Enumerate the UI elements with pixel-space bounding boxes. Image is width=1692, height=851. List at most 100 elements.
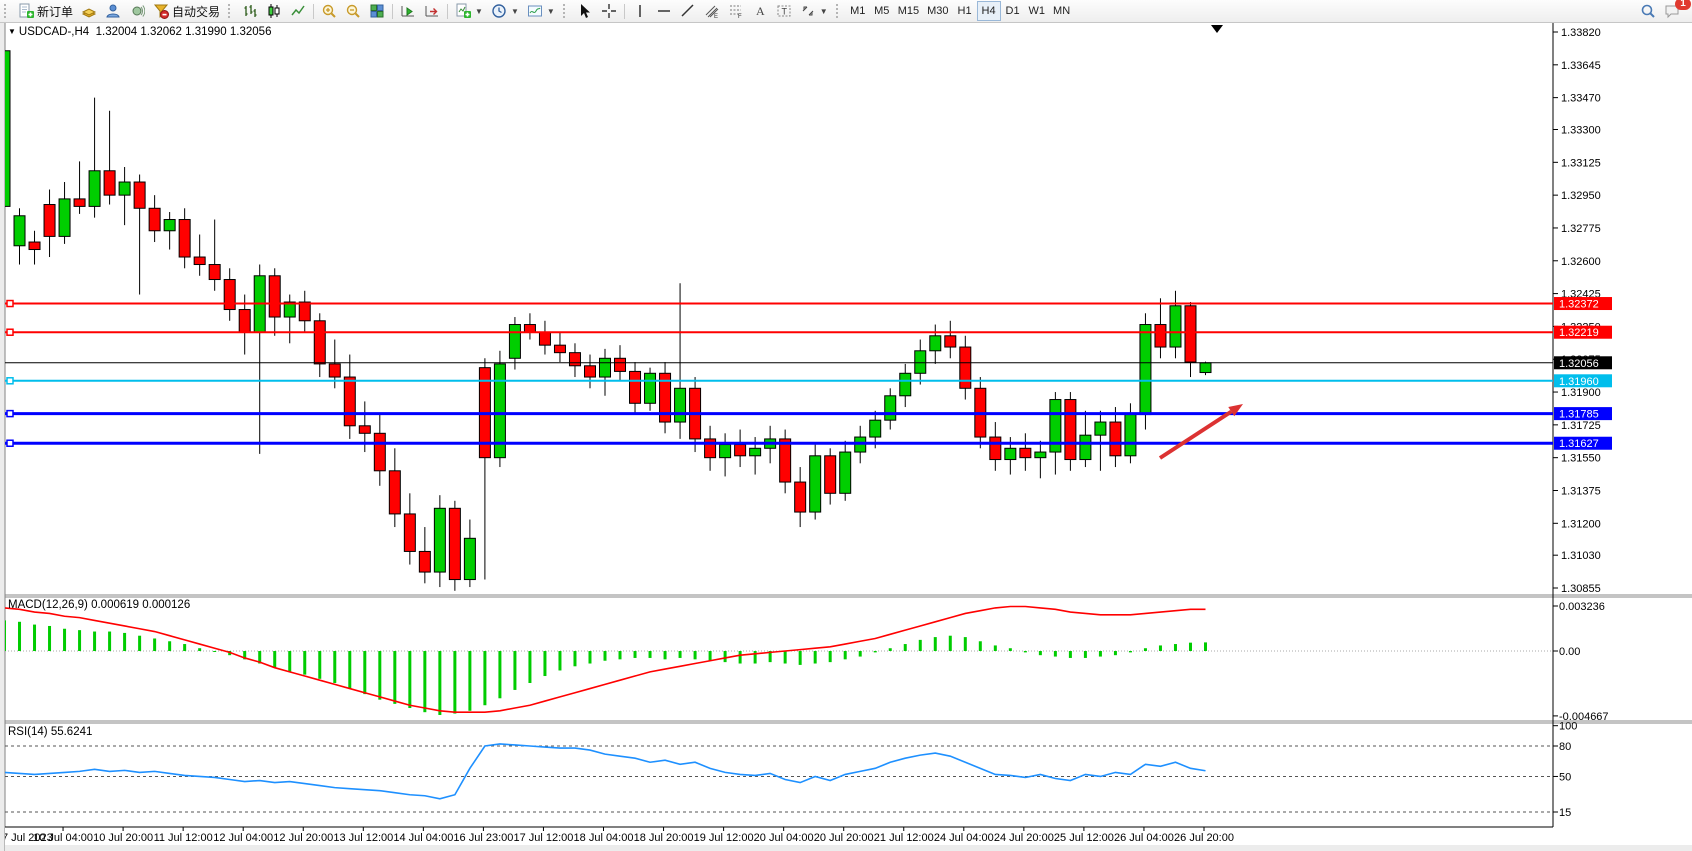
price-tick-label: 1.32600 (1561, 256, 1601, 268)
vertical-line-tool-button[interactable] (628, 1, 652, 21)
timeframe-d1-button[interactable]: D1 (1001, 1, 1025, 21)
cursor-icon (577, 3, 593, 19)
macd-histogram-bar (873, 651, 877, 653)
time-label: 11 Jul 12:00 (154, 832, 213, 844)
indicators-button[interactable]: ▼ (451, 1, 487, 21)
macd-histogram-bar (558, 651, 562, 671)
quotes-button[interactable] (77, 1, 101, 21)
line-chart-mode-button[interactable] (286, 1, 310, 21)
line-anchor-marker[interactable] (6, 439, 14, 447)
trend-arrow-object[interactable] (1158, 404, 1243, 460)
macd-histogram-bar (213, 651, 217, 652)
arrows-tool-button[interactable]: ▼ (796, 1, 832, 21)
macd-histogram-bar (168, 641, 172, 651)
time-label: 19 Jul 12:00 (694, 832, 754, 844)
macd-histogram-bar (393, 651, 397, 704)
new-order-icon (18, 3, 34, 19)
price-badge-label: 1.32219 (1559, 327, 1599, 339)
fibonacci-icon: F (728, 3, 744, 19)
price-badge-label: 1.31960 (1559, 376, 1599, 388)
macd-histogram-bar (1038, 651, 1042, 656)
search-button[interactable] (1636, 1, 1660, 21)
toolbar-grip (4, 4, 10, 18)
macd-histogram-bar (858, 651, 862, 657)
tile-windows-button[interactable] (365, 1, 389, 21)
timeframe-m1-button[interactable]: M1 (846, 1, 870, 21)
timeframe-m15-button[interactable]: M15 (894, 1, 923, 21)
candlestick-mode-button[interactable] (262, 1, 286, 21)
timeframe-mn-button[interactable]: MN (1049, 1, 1074, 21)
chevron-down-icon: ▼ (819, 6, 828, 16)
line-anchor-marker[interactable] (6, 409, 14, 418)
crosshair-tool-button[interactable] (597, 1, 621, 21)
macd-histogram-bar (888, 648, 892, 651)
price-badge-label: 1.32372 (1559, 299, 1599, 311)
svg-text:T: T (781, 7, 787, 17)
timeframe-w1-button[interactable]: W1 (1025, 1, 1050, 21)
horizontal-line-icon (656, 3, 672, 19)
notifications-button[interactable]: 1 (1660, 0, 1691, 21)
line-anchor-marker[interactable] (6, 377, 14, 385)
rsi-label: RSI(14) 55.6241 (8, 726, 93, 738)
zoom-in-icon (321, 3, 337, 19)
price-tick-label: 1.30855 (1561, 583, 1601, 595)
chart-canvas[interactable]: 1.33820 1.33645 1.33470 1.33300 1.33125 1.329… (0, 22, 1692, 851)
chart-shift-marker[interactable] (1211, 25, 1223, 33)
terminal-button[interactable] (101, 1, 125, 21)
clock-icon (491, 3, 507, 19)
macd-histogram-bar (678, 651, 682, 658)
horizontal-line-tool-button[interactable] (652, 1, 676, 21)
price-badge (1554, 356, 1612, 370)
toolbar-grip (562, 4, 569, 18)
tile-windows-icon (369, 3, 385, 19)
bar-chart-mode-button[interactable] (238, 1, 262, 21)
fibonacci-tool-button[interactable]: F (724, 1, 748, 21)
text-tool-button[interactable]: A (748, 1, 772, 21)
signals-button[interactable] (125, 1, 149, 21)
timeframe-h1-button[interactable]: H1 (953, 1, 977, 21)
toolbar-separator (392, 3, 394, 19)
macd-histogram-bar (363, 651, 367, 695)
trend-line-tool-button[interactable] (676, 1, 700, 21)
window-left-edge (0, 22, 5, 851)
timeframe-h4-button[interactable]: H4 (976, 1, 1001, 21)
macd-histogram-bar (738, 651, 742, 664)
zoom-out-button[interactable] (341, 1, 365, 21)
text-label-tool-button[interactable]: T (772, 1, 796, 21)
chart-shift-icon (424, 3, 440, 19)
candlestick-icon (266, 3, 282, 19)
macd-histogram-bar (1068, 651, 1072, 658)
rsi-axis-label: 80 (1559, 741, 1571, 753)
cursor-tool-button[interactable] (573, 1, 597, 21)
macd-histogram-bar (828, 651, 832, 663)
time-label: 12 Jul 04:00 (213, 832, 273, 844)
chart-shift-button[interactable] (420, 1, 444, 21)
templates-button[interactable]: ▼ (523, 1, 559, 21)
timeframe-m5-button[interactable]: M5 (870, 1, 894, 21)
macd-histogram-bar (1173, 644, 1177, 651)
channel-tool-button[interactable]: E (700, 1, 724, 21)
macd-histogram-bar (123, 632, 127, 651)
chart-window[interactable]: 1.33820 1.33645 1.33470 1.33300 1.33125 1.329… (0, 22, 1692, 851)
time-label: 14 Jul 04:00 (393, 832, 453, 844)
svg-text:F: F (738, 14, 742, 19)
line-anchor-marker[interactable] (6, 299, 14, 308)
macd-histogram-bar (1143, 648, 1147, 651)
chevron-down-icon: ▼ (546, 6, 555, 16)
toolbar-separator (313, 3, 315, 19)
price-tick-label: 1.31900 (1561, 387, 1601, 399)
auto-scroll-button[interactable] (396, 1, 420, 21)
macd-histogram-bar (438, 651, 442, 715)
autotrading-button[interactable]: 自动交易 (149, 1, 224, 21)
macd-histogram-bar (243, 651, 247, 660)
chevron-down-icon: ▼ (510, 6, 519, 16)
timeframe-m30-button[interactable]: M30 (923, 1, 952, 21)
periods-button[interactable]: ▼ (487, 1, 523, 21)
rsi-axis-label: 50 (1559, 771, 1571, 783)
macd-histogram-bar (48, 625, 52, 651)
zoom-in-button[interactable] (317, 1, 341, 21)
svg-text:E: E (714, 14, 718, 19)
new-order-button[interactable]: 新订单 (14, 1, 77, 21)
macd-histogram-bar (573, 651, 577, 667)
line-anchor-marker[interactable] (6, 328, 14, 336)
